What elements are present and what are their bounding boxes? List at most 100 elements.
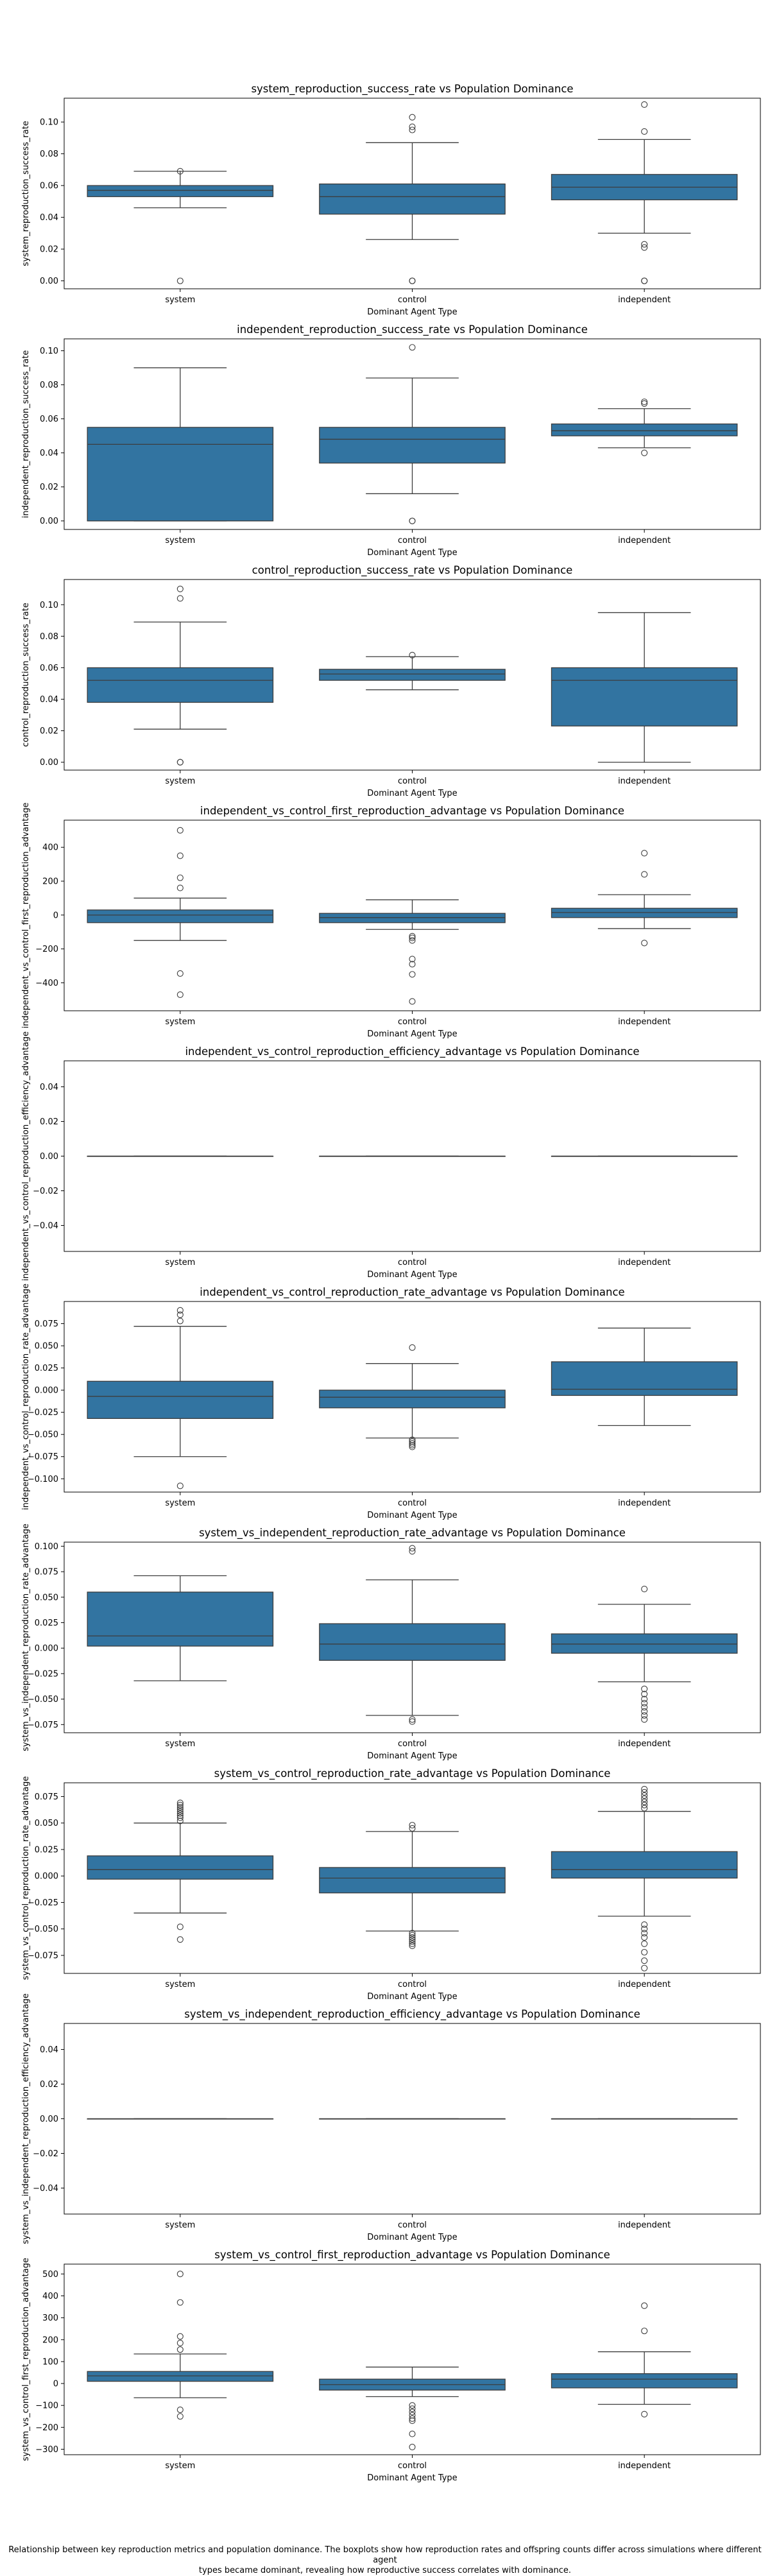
x-tick-label: system xyxy=(165,1017,195,1027)
x-tick-label: independent xyxy=(618,1017,671,1027)
outlier-point xyxy=(409,1940,416,1947)
outlier-point xyxy=(409,1825,416,1832)
box-independent xyxy=(551,1155,738,1157)
figure-caption: Relationship between key reproduction me… xyxy=(0,2545,770,2576)
outlier-point xyxy=(409,2444,416,2451)
y-tick-label: 0.10 xyxy=(40,601,58,610)
y-tick-label: 0.08 xyxy=(40,150,58,159)
y-axis-label: system_vs_control_reproduction_rate_adva… xyxy=(21,1776,31,1980)
outlier-point xyxy=(409,1441,416,1448)
box-independent xyxy=(551,612,738,763)
outlier-point xyxy=(176,874,184,881)
y-axis-label: independent_vs_control_reproduction_effi… xyxy=(21,1031,31,1281)
outlier-point xyxy=(641,1921,648,1928)
outlier-point xyxy=(176,2299,184,2306)
box-system xyxy=(87,2118,274,2120)
outlier-point xyxy=(409,1718,416,1725)
outlier-point xyxy=(409,277,416,284)
outlier-point xyxy=(409,123,416,130)
y-tick-label: 0.00 xyxy=(40,758,58,768)
outlier-point xyxy=(409,1344,416,1351)
box-body xyxy=(87,2371,274,2382)
chart-panel-9: system_vs_independent_reproduction_effic… xyxy=(21,1993,761,2244)
chart-panel-1: system_reproduction_success_rate vs Popu… xyxy=(21,83,761,317)
box-independent xyxy=(551,2118,738,2120)
outlier-point xyxy=(409,344,416,351)
y-tick-label: 0.075 xyxy=(35,1568,58,1577)
box-control xyxy=(319,1545,506,1725)
y-tick-label: 300 xyxy=(42,2314,58,2323)
y-axis-label: control_reproduction_success_rate xyxy=(21,603,31,747)
y-tick-label: −200 xyxy=(35,945,58,954)
y-axis-label: system_vs_independent_reproduction_effic… xyxy=(21,1993,31,2244)
outlier-point xyxy=(641,1785,648,1792)
outlier-point xyxy=(641,1708,648,1715)
y-tick-label: 0.050 xyxy=(35,1819,58,1828)
outlier-point xyxy=(176,1799,184,1807)
outlier-point xyxy=(176,1482,184,1490)
box-control xyxy=(319,1155,506,1157)
outlier-point xyxy=(409,1716,416,1723)
outlier-point xyxy=(176,991,184,998)
outlier-point xyxy=(409,2402,416,2409)
y-tick-label: 0.00 xyxy=(40,1152,58,1162)
outlier-point xyxy=(409,1439,416,1447)
y-tick-label: −0.075 xyxy=(28,1721,58,1730)
outlier-point xyxy=(176,827,184,834)
outlier-point xyxy=(176,1936,184,1943)
x-axis-label: Dominant Agent Type xyxy=(367,2473,457,2483)
chart-panel-4: independent_vs_control_first_reproductio… xyxy=(21,803,761,1039)
box-system xyxy=(87,367,274,522)
outlier-point xyxy=(176,595,184,602)
box-system xyxy=(87,827,274,998)
outlier-point xyxy=(409,1436,416,1443)
outlier-point xyxy=(176,1803,184,1810)
outlier-point xyxy=(641,1934,648,1941)
outlier-point xyxy=(641,1805,648,1812)
outlier-point xyxy=(641,400,648,407)
x-tick-label: control xyxy=(398,1498,427,1508)
y-tick-label: 0.000 xyxy=(35,1644,58,1654)
box-system xyxy=(87,585,274,766)
y-tick-label: 0.10 xyxy=(40,347,58,356)
y-tick-label: 0.00 xyxy=(40,517,58,526)
outlier-point xyxy=(641,940,648,947)
y-tick-label: 0.02 xyxy=(40,245,58,255)
y-tick-label: 0.100 xyxy=(35,1542,58,1552)
x-axis-label: Dominant Agent Type xyxy=(367,1029,457,1039)
x-tick-label: control xyxy=(398,1258,427,1267)
box-control xyxy=(319,114,506,284)
outlier-point xyxy=(641,2328,648,2335)
x-tick-label: independent xyxy=(618,2220,671,2230)
box-body xyxy=(551,1361,738,1396)
x-tick-label: independent xyxy=(618,2461,671,2471)
x-tick-label: system xyxy=(165,777,195,786)
outlier-point xyxy=(176,277,184,284)
outlier-point xyxy=(641,2410,648,2417)
outlier-point xyxy=(176,2413,184,2420)
outlier-point xyxy=(409,2409,416,2416)
outlier-point xyxy=(641,244,648,251)
chart-title: independent_vs_control_reproduction_rate… xyxy=(200,1286,624,1299)
outlier-point xyxy=(409,126,416,133)
box-body xyxy=(319,1867,506,1894)
outlier-point xyxy=(409,2412,416,2419)
box-body xyxy=(87,909,274,923)
outlier-point xyxy=(641,1789,648,1796)
chart-title: independent_vs_control_first_reproductio… xyxy=(200,805,624,818)
outlier-point xyxy=(409,1438,416,1445)
box-body xyxy=(87,427,274,522)
box-control xyxy=(319,651,506,691)
y-tick-label: −0.075 xyxy=(28,1452,58,1462)
outlier-point xyxy=(176,1812,184,1819)
x-tick-label: system xyxy=(165,1258,195,1267)
y-tick-label: −400 xyxy=(35,979,58,988)
outlier-point xyxy=(641,850,648,857)
chart-title: system_vs_control_first_reproduction_adv… xyxy=(214,2249,610,2262)
x-axis-label: Dominant Agent Type xyxy=(367,2233,457,2242)
outlier-point xyxy=(641,871,648,878)
x-tick-label: independent xyxy=(618,777,671,786)
y-tick-label: 0.08 xyxy=(40,381,58,390)
outlier-point xyxy=(409,2430,416,2437)
